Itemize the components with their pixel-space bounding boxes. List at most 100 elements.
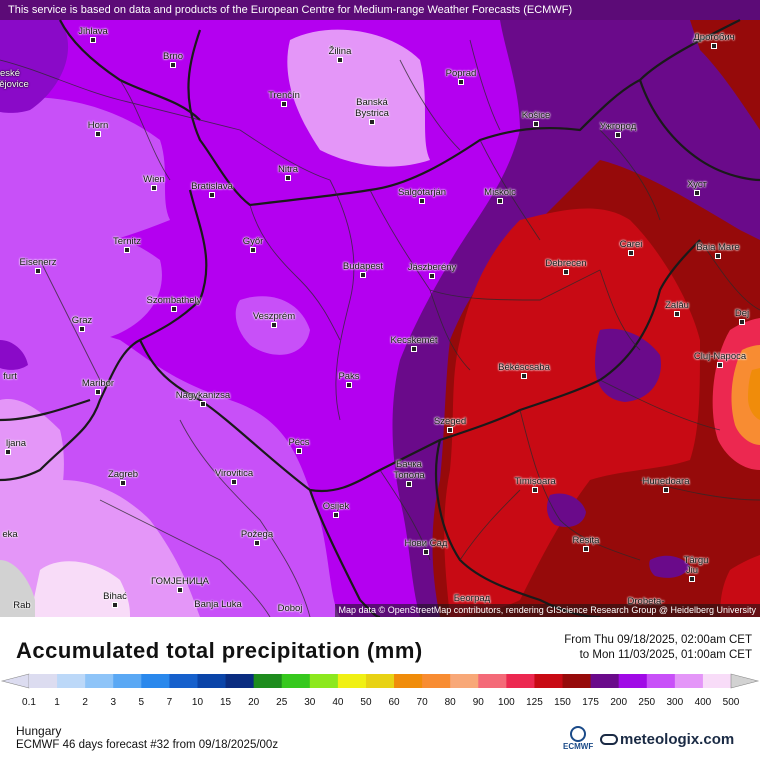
city-label: Budapest <box>342 261 384 272</box>
scale-tick-label: 30 <box>304 697 316 708</box>
city-label: Топола <box>393 470 425 481</box>
city-label: Târgu <box>683 555 709 566</box>
scale-swatch <box>113 674 142 688</box>
city-label: Poprad <box>445 68 477 79</box>
city-marker <box>171 306 177 312</box>
city-label: Rab <box>13 600 31 611</box>
city-marker <box>271 322 277 328</box>
scale-tick-label: 70 <box>416 697 428 708</box>
city-label: Хуст <box>687 179 707 190</box>
city-label: Nitra <box>277 164 299 175</box>
city-label: Maribor <box>81 378 115 389</box>
scale-tick-label: 90 <box>472 697 484 708</box>
city-label: Jászberény <box>407 262 457 273</box>
city-label: Eisenerz <box>19 257 57 268</box>
ecmwf-logo: ECMWF <box>563 726 593 751</box>
cloud-icon <box>600 734 618 745</box>
scale-tick-label: 25 <box>276 697 288 708</box>
city-marker <box>79 326 85 332</box>
scale-tick-label: 15 <box>219 697 232 708</box>
scale-swatch <box>29 674 58 688</box>
city-marker <box>250 247 256 253</box>
city-marker <box>231 479 237 485</box>
scale-tick-label: 100 <box>498 697 515 708</box>
city-label: Doboj <box>277 603 303 614</box>
meteologix-logo[interactable]: meteologix.com <box>600 731 734 748</box>
scale-tick-label: 3 <box>110 697 117 708</box>
city-label: Szeged <box>433 416 467 427</box>
scale-swatch <box>562 674 592 688</box>
city-marker <box>423 549 429 555</box>
city-label: Virovitica <box>214 468 254 479</box>
city-marker <box>281 101 287 107</box>
city-label: Graz <box>71 315 93 326</box>
city-marker <box>360 272 366 278</box>
city-marker <box>346 382 352 388</box>
city-label: furt <box>3 371 17 382</box>
city-marker <box>337 57 343 63</box>
scale-swatch <box>169 674 198 688</box>
ecmwf-emblem-icon <box>570 726 586 742</box>
city-label: Wien <box>143 174 165 185</box>
city-label: Bystrica <box>355 108 389 119</box>
city-marker <box>497 198 503 204</box>
city-label: Ternitz <box>113 236 141 247</box>
scale-tick-label: 10 <box>191 697 204 708</box>
scale-swatch <box>197 674 227 688</box>
city-label: Osijek <box>322 501 350 512</box>
precipitation-map[interactable]: This service is based on data and produc… <box>0 0 760 617</box>
scale-tick-label: 60 <box>388 697 400 708</box>
scale-tick-label: 150 <box>554 697 571 708</box>
city-marker <box>717 362 723 368</box>
scale-tick-label: 400 <box>694 697 712 708</box>
city-label: Београд <box>453 593 491 604</box>
scale-tick-label: 40 <box>332 697 344 708</box>
brand-text: meteologix.com <box>620 731 735 748</box>
scale-swatch <box>618 674 648 688</box>
city-label: Horn <box>87 120 109 131</box>
city-marker <box>124 247 130 253</box>
period-start: From Thu 09/18/2025, 02:00am CET <box>564 634 752 646</box>
legend-panel: Accumulated total precipitation (mm) Fro… <box>0 617 760 760</box>
city-marker <box>533 121 539 127</box>
scale-tick-label: 200 <box>610 697 628 708</box>
city-label: ljana <box>5 438 27 449</box>
city-marker <box>285 175 291 181</box>
city-label: eské <box>0 68 21 79</box>
scale-tick-label: 7 <box>166 697 173 708</box>
city-label: Dej <box>734 308 750 319</box>
city-marker <box>419 198 425 204</box>
scale-swatch <box>506 674 535 688</box>
city-label: Szombathely <box>146 295 202 306</box>
scale-swatch <box>365 674 395 688</box>
city-marker <box>177 587 183 593</box>
scale-swatch <box>702 674 732 688</box>
city-label: eka <box>2 529 18 540</box>
city-label: Jiu <box>685 565 699 576</box>
city-marker <box>200 401 206 407</box>
city-label: Požega <box>240 529 274 540</box>
legend-title: Accumulated total precipitation (mm) <box>16 638 423 663</box>
scale-swatch <box>422 674 451 688</box>
city-label: Paks <box>338 371 360 382</box>
map-attribution[interactable]: Map data © OpenStreetMap contributors, r… <box>334 604 760 617</box>
scale-swatch <box>309 674 339 688</box>
city-label: Salgótarján <box>397 187 447 198</box>
data-source-notice: This service is based on data and produc… <box>0 0 760 20</box>
city-label: Győr <box>242 236 264 247</box>
city-marker <box>663 487 669 493</box>
city-marker <box>369 119 375 125</box>
city-label: Reșița <box>572 535 600 546</box>
city-label: Bihać <box>103 591 127 602</box>
city-label: Cluj-Napoca <box>693 351 747 362</box>
city-marker <box>628 250 634 256</box>
color-scale-bar <box>0 673 760 689</box>
city-marker <box>254 540 260 546</box>
scale-tick-label: 125 <box>526 697 543 708</box>
scale-swatch <box>225 674 255 688</box>
city-marker <box>112 602 118 608</box>
city-label: Košice <box>521 110 551 121</box>
city-marker <box>5 449 11 455</box>
scale-arrow-max <box>730 673 760 689</box>
city-label: Trenčín <box>268 90 300 101</box>
